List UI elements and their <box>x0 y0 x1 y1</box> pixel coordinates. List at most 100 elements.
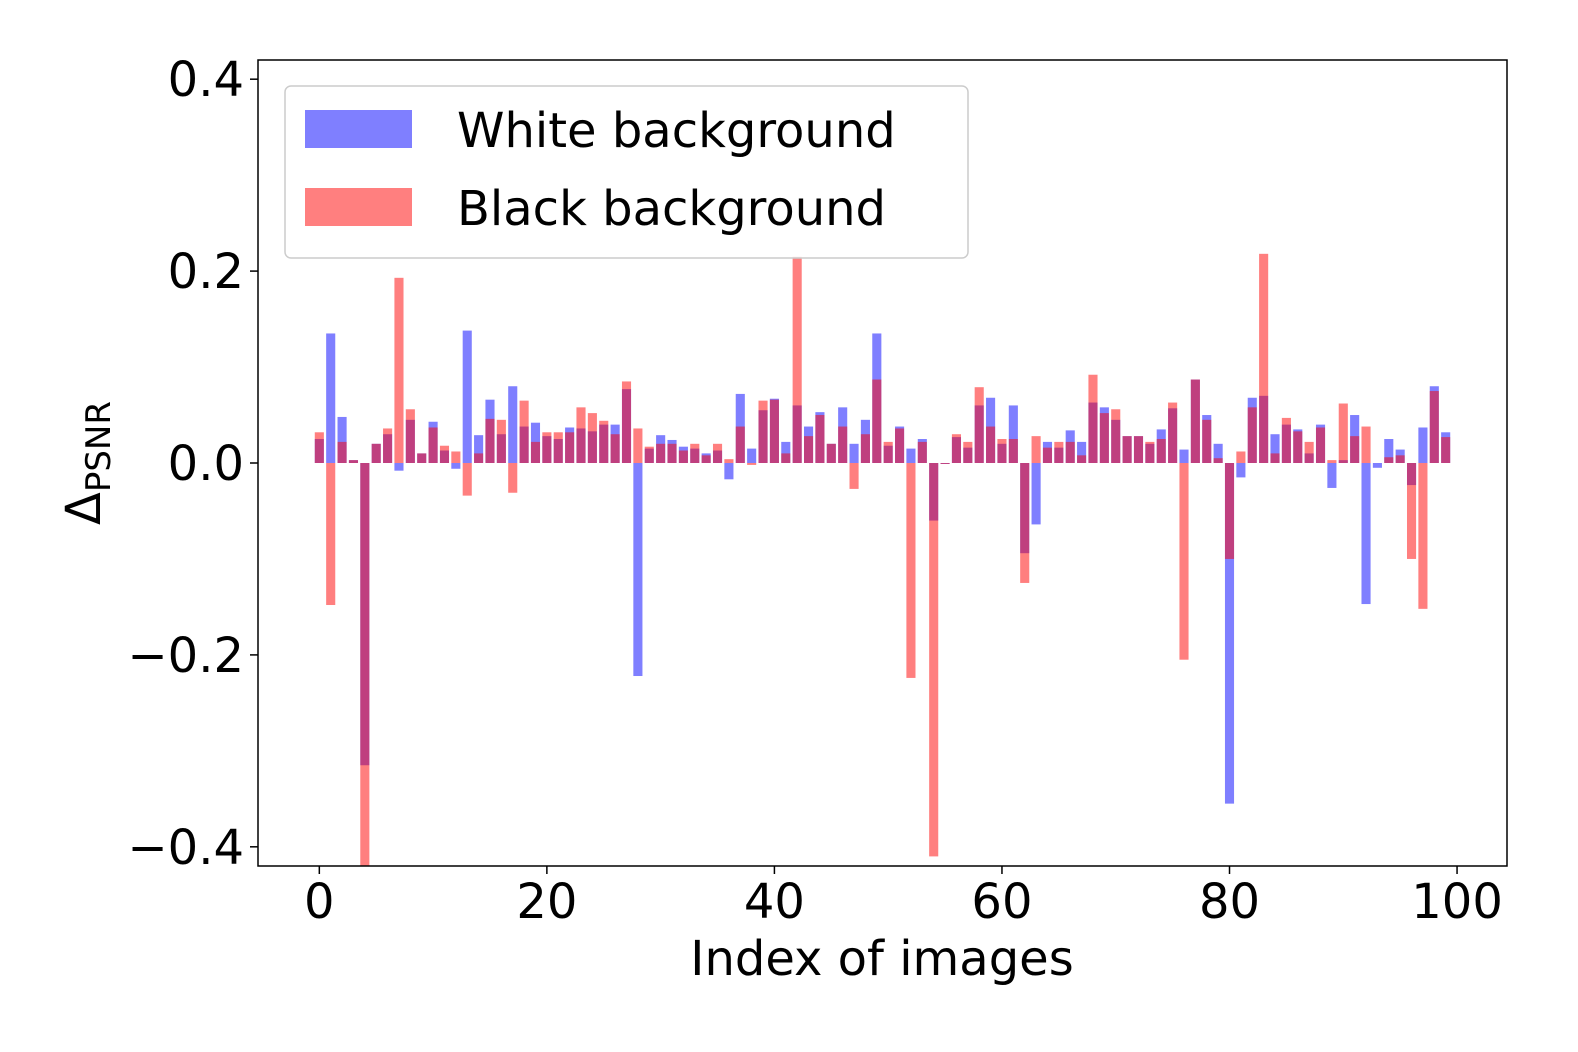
x-axis-label: Index of images <box>690 931 1073 987</box>
bar <box>951 434 962 463</box>
bar <box>485 418 495 463</box>
bar <box>1156 439 1166 463</box>
legend-swatch <box>305 188 412 226</box>
bar <box>872 379 882 463</box>
bar <box>792 256 802 463</box>
bar <box>940 463 950 464</box>
bar <box>1418 427 1428 463</box>
bar <box>1099 413 1109 463</box>
bar <box>1418 463 1428 609</box>
bar <box>1111 409 1121 463</box>
bar <box>1190 379 1200 463</box>
bar <box>462 330 472 463</box>
bar <box>1270 434 1280 463</box>
bar <box>1247 407 1257 463</box>
bar <box>474 435 484 463</box>
bar <box>1202 419 1212 463</box>
bar <box>337 416 347 463</box>
bar <box>1293 431 1303 463</box>
bar <box>1077 455 1087 463</box>
bar <box>849 443 859 463</box>
bar <box>1168 402 1178 463</box>
legend: White background Black background <box>284 85 969 259</box>
bar <box>712 443 723 463</box>
bar <box>394 277 404 463</box>
legend-label: White background <box>457 103 896 159</box>
bar <box>1281 417 1291 463</box>
bar <box>314 432 324 463</box>
bar <box>326 463 336 606</box>
x-tick-label: 0 <box>304 874 335 930</box>
y-tick-label: 0.4 <box>168 52 244 108</box>
bar <box>360 463 370 866</box>
bar <box>462 463 472 496</box>
bar <box>986 426 996 463</box>
bar <box>587 413 597 463</box>
bar <box>633 428 643 463</box>
bar <box>906 463 916 678</box>
bar <box>963 441 973 463</box>
bar <box>1315 427 1326 463</box>
bar <box>838 426 848 463</box>
bar <box>1236 451 1246 463</box>
bar <box>405 409 415 463</box>
legend-swatch <box>305 110 412 148</box>
bar <box>656 443 666 463</box>
bar <box>724 463 734 480</box>
bar <box>1406 463 1417 559</box>
x-tick-label: 60 <box>971 874 1032 930</box>
bar <box>1179 463 1189 660</box>
y-tick-label: −0.4 <box>127 820 244 876</box>
bar <box>803 436 814 463</box>
bar <box>906 448 916 463</box>
y-axis-label: ΔPSNR <box>56 401 119 525</box>
bar <box>1304 441 1314 463</box>
bar <box>1088 374 1098 463</box>
bar <box>1031 463 1041 525</box>
bar <box>769 399 779 463</box>
bar <box>1224 463 1235 559</box>
bar <box>929 463 939 857</box>
bar <box>747 463 757 465</box>
bar <box>451 451 461 463</box>
y-tick-label: 0.2 <box>168 244 244 300</box>
bar <box>394 463 404 471</box>
bar <box>883 441 893 463</box>
x-tick-label: 20 <box>516 874 577 930</box>
bar <box>1236 463 1246 478</box>
bar <box>781 453 791 463</box>
bar <box>508 463 518 493</box>
bar <box>690 443 700 463</box>
bar <box>576 407 586 463</box>
bar <box>1224 463 1235 804</box>
bar <box>451 463 461 469</box>
bar <box>747 448 757 463</box>
bar <box>1372 463 1382 468</box>
bar <box>1395 455 1405 463</box>
bar <box>974 387 984 463</box>
bar <box>519 400 529 463</box>
bar <box>1179 449 1189 463</box>
bar <box>428 427 438 463</box>
bar <box>542 432 552 463</box>
bar <box>621 381 632 463</box>
bar <box>326 333 336 463</box>
bar <box>701 455 711 463</box>
bar <box>474 453 484 463</box>
y-tick-label: 0.0 <box>168 436 244 492</box>
bar <box>1213 443 1223 463</box>
bar <box>826 443 836 463</box>
bar <box>610 434 620 463</box>
bar <box>1384 457 1394 463</box>
bar <box>895 428 905 463</box>
bar <box>1077 441 1087 463</box>
legend-label: Black background <box>457 181 886 237</box>
bar <box>565 432 575 463</box>
bar <box>1145 441 1155 463</box>
bar <box>917 441 927 463</box>
bar <box>553 432 563 463</box>
bar <box>815 415 825 463</box>
bar <box>1020 463 1030 583</box>
bar <box>1042 447 1053 463</box>
x-tick-label: 100 <box>1411 874 1503 930</box>
